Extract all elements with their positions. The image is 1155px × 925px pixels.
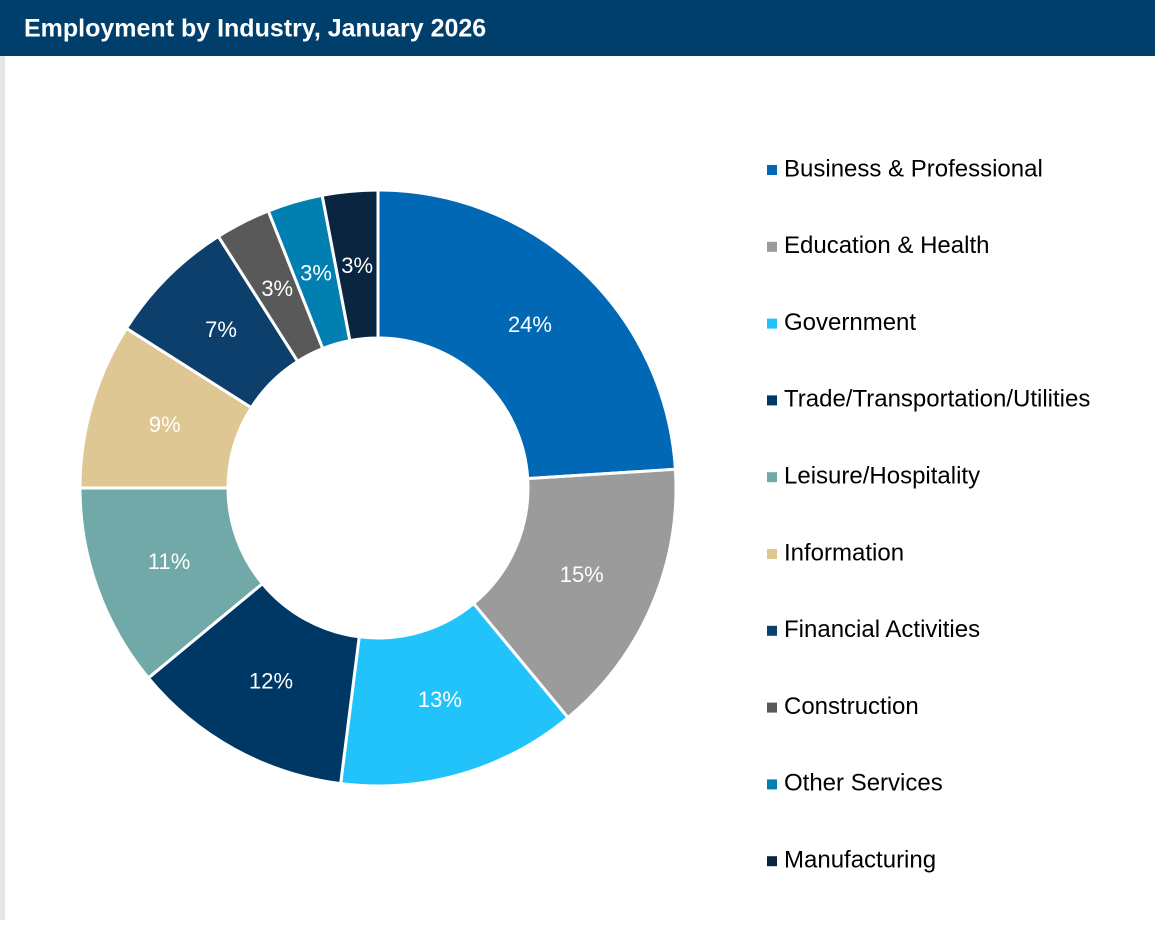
data-label: 9% xyxy=(149,412,181,437)
legend-label: Construction xyxy=(784,693,919,720)
header-bar xyxy=(0,0,1155,56)
legend-label: Leisure/Hospitality xyxy=(784,463,980,490)
data-label: 3% xyxy=(300,261,332,286)
data-label: 3% xyxy=(261,276,293,301)
legend-swatch xyxy=(767,472,777,483)
left-border xyxy=(0,0,5,920)
donut-slice xyxy=(320,188,380,343)
data-label: 11% xyxy=(148,549,190,574)
donut-slice xyxy=(471,467,678,720)
data-label: 3% xyxy=(341,253,373,278)
donut-slice xyxy=(376,188,678,481)
legend-swatch xyxy=(767,165,777,175)
legend-swatch xyxy=(767,241,777,252)
legend-swatch xyxy=(767,856,777,867)
legend-swatch xyxy=(767,625,777,636)
data-label: 12% xyxy=(249,668,293,693)
legend-swatch xyxy=(767,318,777,329)
legend-label: Manufacturing xyxy=(784,847,936,874)
data-label: 15% xyxy=(560,562,604,587)
legend-swatch xyxy=(767,395,777,406)
legend-label: Education & Health xyxy=(784,232,989,259)
legend-swatch xyxy=(767,549,777,559)
legend-label: Business & Professional xyxy=(784,155,1043,182)
legend-label: Government xyxy=(784,309,916,336)
data-label: 24% xyxy=(508,312,552,337)
legend-label: Information xyxy=(784,539,904,566)
legend-label: Financial Activities xyxy=(784,616,980,643)
data-label: 13% xyxy=(418,687,462,712)
legend-label: Trade/Transportation/Utilities xyxy=(784,386,1090,413)
chart-title: Employment by Industry, January 2026 xyxy=(24,15,486,43)
legend-swatch xyxy=(767,702,777,713)
legend-swatch xyxy=(767,779,777,790)
data-label: 7% xyxy=(205,317,237,342)
legend-label: Other Services xyxy=(784,770,943,797)
